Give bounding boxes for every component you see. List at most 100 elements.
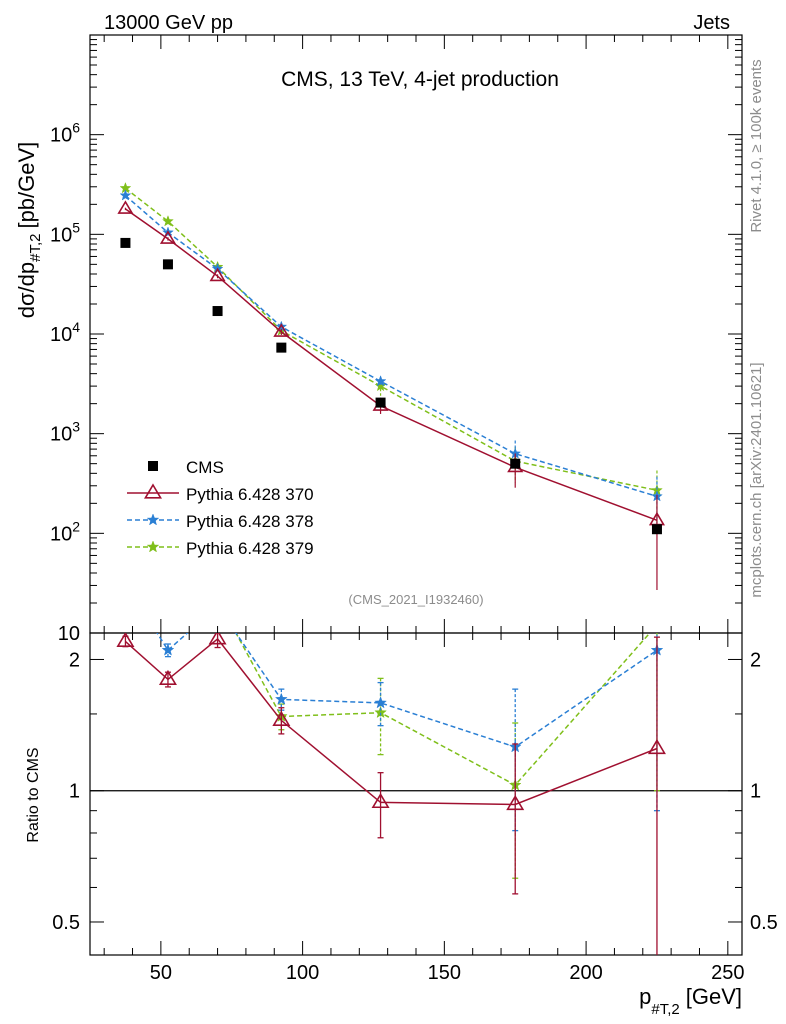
star-marker <box>374 375 387 387</box>
triangle-marker <box>117 200 134 214</box>
star-marker <box>274 692 288 705</box>
star-marker <box>651 619 662 630</box>
svg-text:dσ/dp#T,2[pb/GeV]: dσ/dp#T,2 [pb/GeV] <box>14 142 44 319</box>
x-axis-label: p#T,2 [GeV] <box>639 984 742 1018</box>
series-cms-data <box>120 237 662 535</box>
x-tick-label: 150 <box>428 962 461 984</box>
data-point <box>375 397 386 408</box>
data-point <box>510 458 521 469</box>
header-right: Jets <box>693 12 730 34</box>
y-tick-label-base: 10 <box>50 523 72 545</box>
x-axis-label-unit: [GeV] <box>686 984 742 1009</box>
ratio-y-tick-label-right: 1 <box>750 781 761 803</box>
triangle-marker <box>506 794 525 811</box>
triangle-marker <box>371 792 390 809</box>
ratio-line <box>156 633 658 748</box>
ratio-line <box>124 637 658 806</box>
ratio-line <box>235 633 651 787</box>
ratio-series <box>116 548 666 955</box>
star-marker <box>146 540 160 553</box>
y-tick-label-exponent: 4 <box>72 319 80 335</box>
ratio-y-axis-label: Ratio to CMS <box>25 747 42 842</box>
series-pythia-6-428-378 <box>119 189 663 534</box>
y-tick-label: 106 <box>50 120 80 147</box>
data-point <box>162 259 173 270</box>
series-line <box>124 187 658 492</box>
triangle-marker <box>209 267 226 282</box>
data-point <box>120 237 131 248</box>
y-tick-label-exponent: 3 <box>72 419 80 435</box>
x-tick-label: 250 <box>711 962 744 984</box>
x-axis-label-main: p <box>639 984 651 1009</box>
ratio-y-tick-label: 1 <box>69 781 80 803</box>
chart-title: CMS, 13 TeV, 4-jet production <box>281 68 559 91</box>
triangle-marker <box>158 669 177 686</box>
star-marker <box>212 600 223 611</box>
star-marker <box>162 215 174 227</box>
series-pythia-6-428-370 <box>117 200 666 591</box>
y-tick-label-exponent: 2 <box>72 518 80 534</box>
x-tick-label: 100 <box>286 962 319 984</box>
x-tick-labels: 50 100 150 200 250 <box>150 962 745 984</box>
triangle-marker <box>273 323 290 337</box>
y-tick-label-base: 10 <box>58 623 80 645</box>
ratio-y-tick-label-right: 2 <box>750 649 761 671</box>
ratio-series-pythia-6-428-370 <box>116 633 666 955</box>
y-tick-label: 105 <box>50 219 80 246</box>
header-left: 13000 GeV pp <box>104 12 233 34</box>
ratio-plot-area: 0.5 0.5 1 1 2 2 50 100 150 200 250 <box>52 548 778 984</box>
ratio-series-pythia-6-428-379 <box>120 548 662 879</box>
star-marker <box>162 597 173 608</box>
main-plot-area: CMS, 13 TeV, 4-jet production (CMS_2021_… <box>50 34 743 645</box>
rivet-label: Rivet 4.1.0, ≥ 100k events <box>748 59 765 232</box>
triangle-marker <box>208 633 227 645</box>
ratio-y-tick-labels: 0.5 0.5 1 1 2 2 <box>52 649 778 934</box>
star-marker <box>119 189 132 201</box>
y-tick-label-exponent: 5 <box>72 219 80 235</box>
main-axis-ticks <box>90 35 742 634</box>
ratio-axis-ticks <box>90 633 742 955</box>
y-axis-label-unit: [pb/GeV] <box>14 142 39 229</box>
mcplots-label: mcplots.cern.ch [arXiv:2401.10621] <box>748 362 765 597</box>
y-tick-label: 104 <box>50 319 80 346</box>
legend: CMS Pythia 6.428 370 Pythia 6.428 378 Pythi… <box>127 458 314 558</box>
y-axis-label: dσ/dp#T,2 [pb/GeV] <box>14 142 44 319</box>
star-marker <box>374 379 387 392</box>
data-point <box>212 306 223 317</box>
x-tick-label: 200 <box>569 962 602 984</box>
main-series <box>117 181 666 591</box>
ratio-y-tick-label: 0.5 <box>52 912 80 934</box>
star-marker <box>146 513 160 526</box>
y-tick-label-base: 10 <box>50 125 72 147</box>
y-tick-label-base: 10 <box>50 224 72 246</box>
triangle-marker <box>272 710 291 726</box>
y-axis-label-main: dσ/dp <box>14 262 39 318</box>
analysis-id: (CMS_2021_I1932460) <box>348 592 483 607</box>
y-axis-label-sub: #T,2 <box>27 234 44 262</box>
star-marker <box>120 548 131 559</box>
star-marker <box>161 643 175 656</box>
y-tick-label-base: 10 <box>50 324 72 346</box>
star-marker <box>374 696 387 709</box>
data-point <box>651 524 662 535</box>
y-tick-label-exponent: 6 <box>72 120 80 136</box>
legend-label: Pythia 6.428 370 <box>186 485 314 504</box>
triangle-marker <box>159 230 177 244</box>
triangle-marker <box>116 633 135 648</box>
data-point <box>276 342 287 353</box>
y-tick-label: 103 <box>50 419 80 446</box>
y-tick-label: 102 <box>50 518 80 545</box>
ratio-frame <box>89 632 743 956</box>
legend-label-cms: CMS <box>186 458 224 477</box>
y-tick-label: 10 <box>58 623 80 645</box>
x-axis-label-sub: #T,2 <box>651 1001 679 1018</box>
triangle-marker <box>647 738 666 755</box>
star-marker <box>212 593 223 604</box>
ratio-y-tick-label-right: 0.5 <box>750 912 778 934</box>
star-marker <box>120 577 131 588</box>
legend-marker-cms <box>148 461 158 471</box>
legend-label: Pythia 6.428 378 <box>186 512 314 531</box>
triangle-marker <box>143 483 163 499</box>
